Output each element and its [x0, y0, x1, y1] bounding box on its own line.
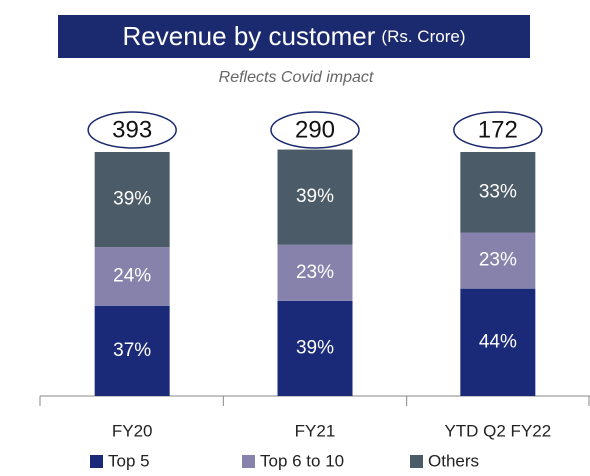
total-ellipse [453, 111, 543, 149]
x-tick-label: FY20 [112, 421, 153, 440]
bar-segment [460, 288, 536, 396]
value-label: 24% [113, 265, 151, 286]
total-label: 290 [295, 116, 335, 143]
value-label: 33% [479, 181, 517, 202]
bar-segment [460, 152, 536, 233]
legend-label: Others [428, 451, 479, 470]
total-ellipse [87, 111, 177, 149]
value-label: 23% [479, 250, 517, 271]
x-tick-label: YTD Q2 FY22 [444, 421, 551, 440]
x-tick-label: FY21 [295, 421, 336, 440]
bar-segment [277, 149, 353, 245]
legend-label: Top 5 [108, 451, 150, 470]
value-label: 44% [479, 331, 517, 352]
bar-segment [94, 247, 170, 306]
chart-unit: (Rs. Crore) [381, 27, 465, 46]
legend-swatch [242, 455, 255, 468]
bar-segment [277, 300, 353, 396]
legend-swatch [90, 455, 103, 468]
chart-title: Revenue by customer [123, 21, 376, 51]
value-label: 39% [113, 189, 151, 210]
bar-segment [460, 232, 536, 289]
value-label: 39% [296, 337, 334, 358]
chart-title-group: Revenue by customer (Rs. Crore) [123, 21, 466, 51]
value-label: 39% [296, 186, 334, 207]
title-bar [58, 15, 530, 58]
bar-segment [94, 305, 170, 396]
legend-label: Top 6 to 10 [260, 451, 344, 470]
total-label: 393 [112, 116, 152, 143]
chart-subtitle: Reflects Covid impact [219, 69, 374, 86]
total-label: 172 [478, 116, 518, 143]
bar-segment [277, 244, 353, 301]
value-label: 23% [296, 262, 334, 283]
legend-swatch [410, 455, 423, 468]
value-label: 37% [113, 340, 151, 361]
total-ellipse [270, 111, 360, 149]
bar-segment [94, 152, 170, 248]
